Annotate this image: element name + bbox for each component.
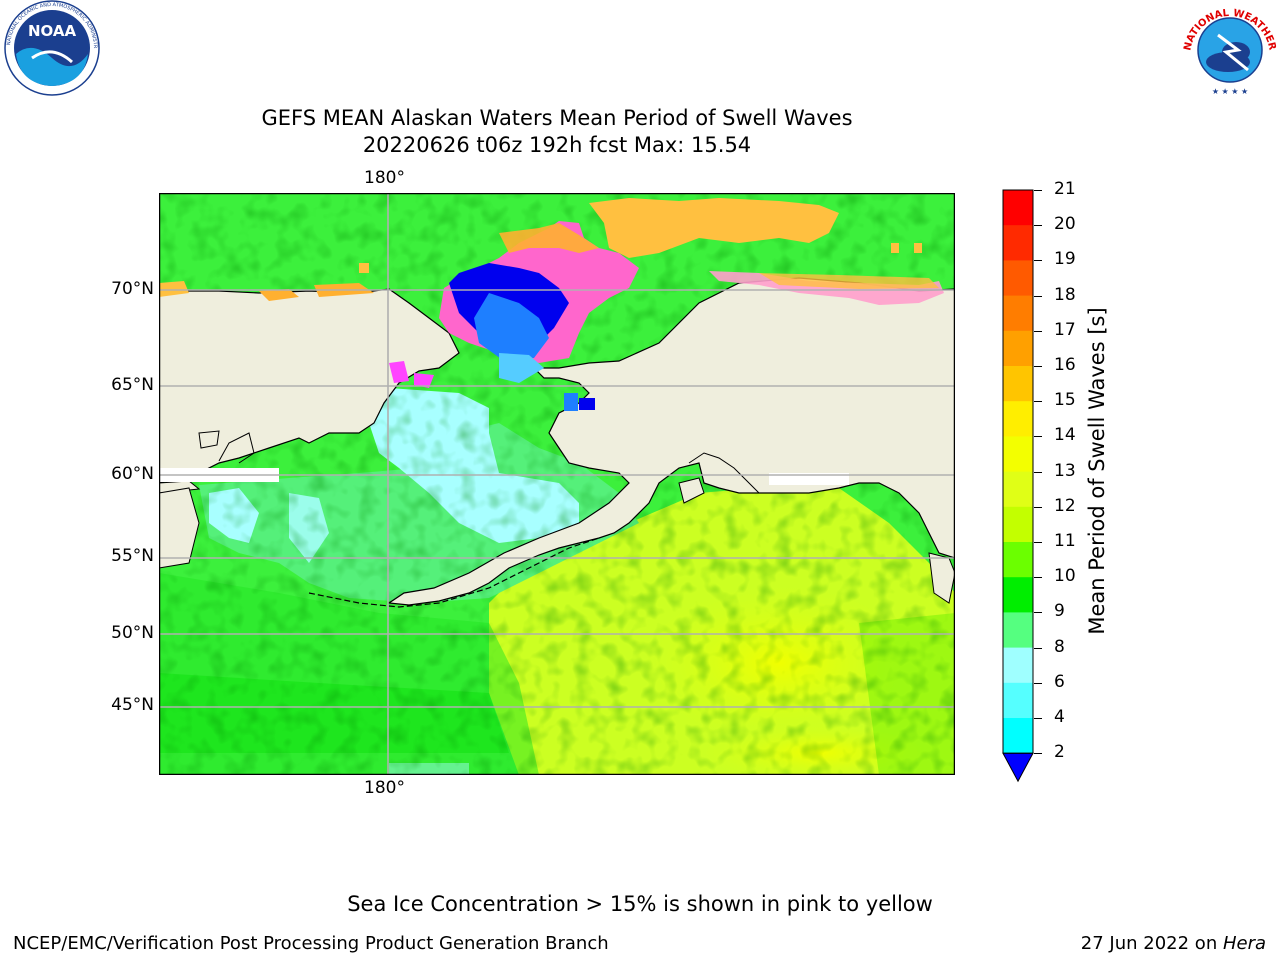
noaa-logo: NOAA NATIONAL OCEANIC AND ATMOSPHERIC AD…	[0, 0, 102, 100]
colorbar-tick-mark	[1034, 682, 1042, 684]
colorbar-segment	[1003, 612, 1033, 649]
colorbar-segment	[1003, 506, 1033, 543]
colorbar-segment	[1003, 260, 1033, 297]
colorbar-tick-label: 13	[1054, 460, 1076, 481]
colorbar-tick-mark	[1034, 330, 1042, 332]
colorbar-tick-label: 8	[1054, 636, 1065, 657]
colorbar-tick-mark	[1034, 647, 1042, 649]
colorbar-tick-label: 19	[1054, 249, 1076, 270]
colorbar-tick-label: 12	[1054, 495, 1076, 516]
colorbar-segment	[1003, 330, 1033, 367]
colorbar-tick-label: 4	[1054, 707, 1065, 727]
colorbar-tick-label: 17	[1054, 319, 1076, 340]
colorbar-segment	[1003, 436, 1033, 473]
svg-text:NOAA: NOAA	[28, 22, 77, 40]
footer-date-text: 27 Jun 2022 on	[1080, 933, 1223, 954]
colorbar-tick-label: 18	[1054, 284, 1076, 305]
colorbar-segment	[1003, 682, 1033, 719]
lon-label-bottom: 180°	[364, 778, 405, 798]
lat-label-65: 65°N	[111, 375, 154, 395]
sea-ice-yellow	[589, 198, 839, 258]
footer-credit: NCEP/EMC/Verification Post Processing Pr…	[13, 933, 609, 954]
colorbar-segment	[1003, 225, 1033, 261]
swell-period-map	[158, 192, 956, 783]
lon-label-top: 180°	[364, 168, 405, 188]
colorbar-tick-mark	[1034, 190, 1042, 191]
colorbar-extend-arrow	[1002, 752, 1034, 783]
colorbar-tick-mark	[1034, 366, 1042, 367]
map-title: GEFS MEAN Alaskan Waters Mean Period of …	[261, 106, 853, 130]
colorbar-tick-mark	[1034, 753, 1042, 755]
colorbar-tick-mark	[1034, 718, 1042, 719]
colorbar-segment	[1003, 542, 1033, 578]
colorbar-tick-label: 14	[1054, 425, 1076, 446]
colorbar-tick-mark	[1034, 260, 1042, 262]
nws-logo: NATIONAL WEATHER SERVICE ★ ★ ★ ★	[1174, 0, 1278, 100]
colorbar-tick-mark	[1034, 471, 1042, 473]
colorbar-tick-mark	[1034, 436, 1042, 438]
colorbar-tick-label: 15	[1054, 390, 1076, 411]
colorbar-label: Mean Period of Swell Waves [s]	[1085, 307, 1109, 635]
colorbar-tick-mark	[1034, 225, 1042, 227]
colorbar-segment	[1003, 647, 1033, 684]
colorbar-tick-label: 21	[1054, 179, 1076, 199]
colorbar-tick-label: 10	[1054, 566, 1076, 587]
colorbar-segment	[1003, 718, 1033, 754]
graticule	[159, 193, 955, 775]
colorbar-tick-mark	[1034, 577, 1042, 579]
colorbar-tick-label: 9	[1054, 601, 1065, 622]
colorbar-tick-label: 20	[1054, 214, 1076, 235]
colorbar-tick-mark	[1034, 542, 1042, 543]
colorbar-segment	[1003, 471, 1033, 508]
colorbar-tick-label: 2	[1054, 742, 1065, 763]
colorbar-frame	[1002, 189, 1034, 754]
colorbar	[1002, 189, 1034, 784]
colorbar-tick-mark	[1034, 401, 1042, 403]
colorbar-segment	[1003, 366, 1033, 402]
alaska-panhandle-land	[928, 552, 956, 604]
colorbar-tick-mark	[1034, 295, 1042, 297]
lat-label-55: 55°N	[111, 546, 154, 566]
lat-label-45: 45°N	[111, 695, 154, 715]
footer-date: 27 Jun 2022 on Hera	[1081, 933, 1266, 954]
colorbar-tick-label: 11	[1054, 531, 1076, 551]
colorbar-segment	[1003, 577, 1033, 613]
map-subtitle: 20220626 t06z 192h fcst Max: 15.54	[362, 133, 752, 157]
footer-machine: Hera	[1222, 933, 1266, 954]
svg-text:★ ★ ★ ★: ★ ★ ★ ★	[1212, 87, 1248, 96]
colorbar-tick-mark	[1034, 612, 1042, 614]
colorbar-tick-label: 6	[1054, 671, 1065, 692]
colorbar-segment	[1003, 190, 1033, 226]
colorbar-tick-mark	[1034, 506, 1042, 508]
map-frame	[158, 192, 956, 776]
lat-label-50: 50°N	[111, 623, 154, 643]
colorbar-segment	[1003, 401, 1033, 437]
lat-label-70: 70°N	[111, 279, 154, 299]
colorbar-segment	[1003, 295, 1033, 332]
colorbar-tick-label: 16	[1054, 355, 1076, 375]
lat-label-60: 60°N	[111, 464, 154, 484]
sea-ice-note: Sea Ice Concentration > 15% is shown in …	[347, 892, 933, 916]
